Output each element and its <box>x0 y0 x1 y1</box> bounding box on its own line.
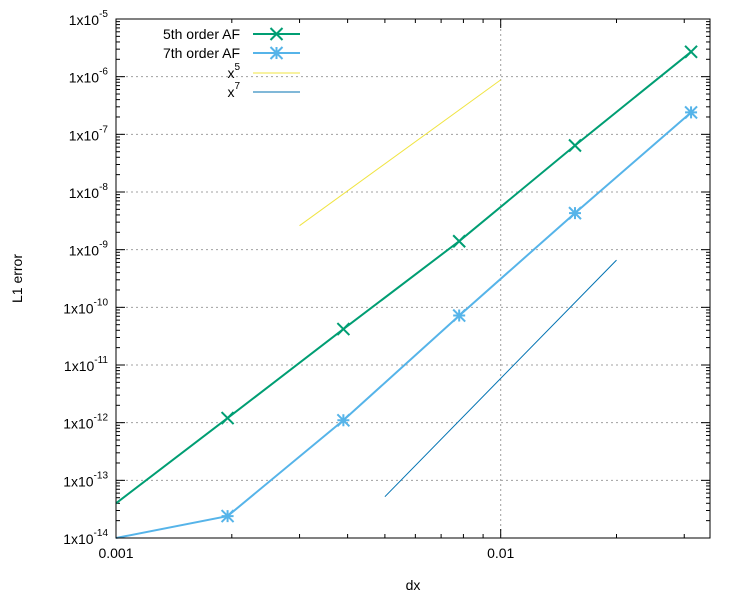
series-x7-reference <box>384 259 617 498</box>
series-x5-reference <box>299 79 501 227</box>
data-point-marker <box>336 322 351 336</box>
y-tick-label: 1x10-8 <box>69 182 109 201</box>
legend-label: 5th order AF <box>163 26 240 42</box>
y-tick-label: 1x10-13 <box>63 470 108 489</box>
y-axis-label: L1 error <box>9 254 25 303</box>
grid-layer <box>116 19 710 538</box>
x-axis-label: dx <box>406 577 421 593</box>
y-tick-label: 1x10-9 <box>69 240 109 259</box>
series-line <box>115 111 692 539</box>
legend-label: 7th order AF <box>163 45 240 61</box>
data-point-marker <box>452 234 466 248</box>
legend-label: x5 <box>227 62 240 81</box>
y-tick-label: 1x10-10 <box>63 297 108 316</box>
legend-swatch-marker <box>269 27 284 41</box>
legend-swatch-marker <box>269 46 284 60</box>
plot-border <box>115 18 711 539</box>
series-layer <box>115 45 698 539</box>
legend-label: x7 <box>227 81 240 100</box>
y-tick-label: 1x10-11 <box>64 355 109 374</box>
series-line <box>115 51 692 505</box>
data-point-marker <box>568 206 582 220</box>
data-point-marker <box>336 413 351 427</box>
data-point-marker <box>568 138 582 153</box>
x-tick-label: 0.001 <box>98 545 133 561</box>
label-layer: dx L1 error <box>9 254 420 593</box>
data-point-marker <box>220 411 235 425</box>
series-line <box>299 79 501 227</box>
data-point-marker <box>684 45 698 59</box>
data-point-marker <box>452 308 466 323</box>
y-tick-label: 1x10-12 <box>63 413 108 432</box>
series-5th-order <box>115 45 698 505</box>
y-tick-label: 1x10-6 <box>69 67 109 86</box>
series-line <box>384 259 617 498</box>
data-point-marker <box>220 509 235 523</box>
data-point-marker <box>684 105 698 120</box>
series-7th-order <box>115 105 698 539</box>
x-tick-label: 0.01 <box>487 545 514 561</box>
tick-layer: 1x10-14 1x10-13 1x10-12 1x10-11 1x10-10 1x10-… <box>63 9 710 561</box>
y-tick-label: 1x10-5 <box>69 9 109 28</box>
y-tick-label: 1x10-7 <box>69 124 109 143</box>
y-tick-label: 1x10-14 <box>63 528 108 547</box>
